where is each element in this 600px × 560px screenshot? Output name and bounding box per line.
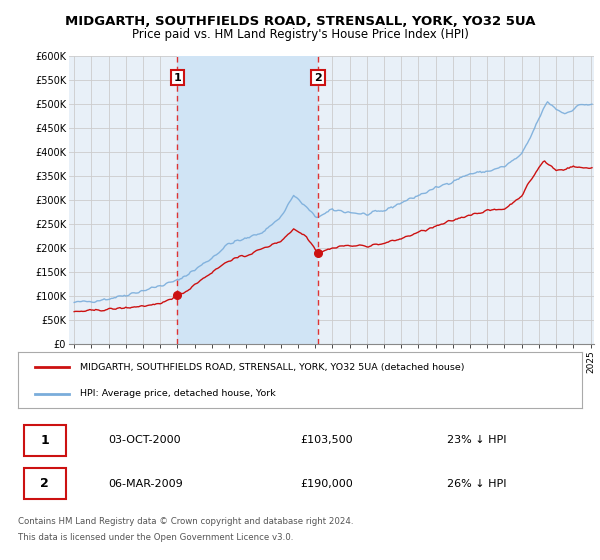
Text: £103,500: £103,500 xyxy=(300,435,353,445)
Text: Price paid vs. HM Land Registry's House Price Index (HPI): Price paid vs. HM Land Registry's House … xyxy=(131,28,469,41)
Text: This data is licensed under the Open Government Licence v3.0.: This data is licensed under the Open Gov… xyxy=(18,533,293,542)
Text: HPI: Average price, detached house, York: HPI: Average price, detached house, York xyxy=(80,389,276,398)
Text: MIDGARTH, SOUTHFIELDS ROAD, STRENSALL, YORK, YO32 5UA (detached house): MIDGARTH, SOUTHFIELDS ROAD, STRENSALL, Y… xyxy=(80,363,464,372)
Text: 23% ↓ HPI: 23% ↓ HPI xyxy=(446,435,506,445)
Bar xyxy=(178,56,318,344)
Text: 26% ↓ HPI: 26% ↓ HPI xyxy=(446,479,506,489)
Text: 1: 1 xyxy=(40,434,49,447)
FancyBboxPatch shape xyxy=(23,424,66,456)
Text: £190,000: £190,000 xyxy=(300,479,353,489)
FancyBboxPatch shape xyxy=(23,468,66,500)
Text: 1: 1 xyxy=(173,73,181,83)
Text: MIDGARTH, SOUTHFIELDS ROAD, STRENSALL, YORK, YO32 5UA: MIDGARTH, SOUTHFIELDS ROAD, STRENSALL, Y… xyxy=(65,15,535,28)
Text: 2: 2 xyxy=(314,73,322,83)
Text: 2: 2 xyxy=(40,477,49,490)
Text: 03-OCT-2000: 03-OCT-2000 xyxy=(108,435,181,445)
Text: Contains HM Land Registry data © Crown copyright and database right 2024.: Contains HM Land Registry data © Crown c… xyxy=(18,517,353,526)
Text: 06-MAR-2009: 06-MAR-2009 xyxy=(108,479,183,489)
